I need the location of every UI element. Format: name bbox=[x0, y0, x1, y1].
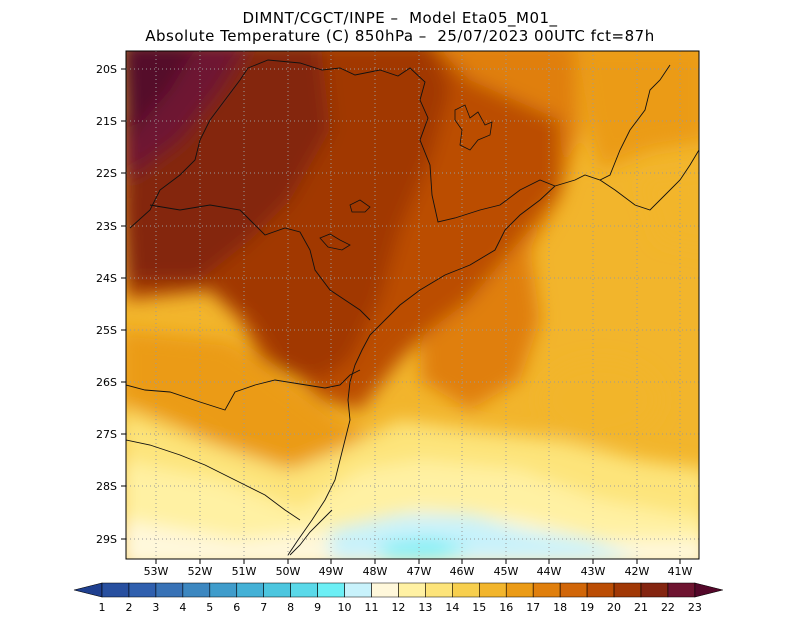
colorbar-swatch bbox=[344, 582, 372, 598]
lon-label: 49W bbox=[319, 565, 344, 578]
map-title-line-2: Absolute Temperature (C) 850hPa – 25/07/… bbox=[145, 27, 655, 45]
dotted-grid bbox=[126, 51, 699, 559]
latitude-labels: 20S 21S 22S 23S 24S 25S 26S 27S 28S 29S bbox=[96, 63, 117, 546]
colorbar-swatch bbox=[452, 582, 480, 598]
map-title-line-1: DIMNT/CGCT/INPE – Model Eta05_M01_ bbox=[242, 9, 558, 27]
lat-label: 21S bbox=[96, 115, 117, 128]
colorbar-label: 22 bbox=[661, 601, 675, 614]
colorbar-swatch bbox=[128, 582, 157, 598]
lon-ticks bbox=[155, 559, 681, 564]
colorbar-swatch bbox=[532, 582, 561, 598]
colorbar-swatch bbox=[209, 582, 238, 598]
colorbar-swatch bbox=[559, 582, 588, 598]
lon-label: 52W bbox=[188, 565, 213, 578]
colorbar-label: 18 bbox=[553, 601, 567, 614]
colorbar-swatch bbox=[290, 582, 318, 598]
colorbar-label: 15 bbox=[472, 601, 486, 614]
colorbar-label: 20 bbox=[607, 601, 621, 614]
colorbar-label: 1 bbox=[99, 601, 106, 614]
colorbar-swatch bbox=[478, 582, 507, 598]
colorbar-label: 21 bbox=[634, 601, 648, 614]
lat-label: 29S bbox=[96, 533, 117, 546]
colorbar-label: 6 bbox=[233, 601, 240, 614]
colorbar-label: 16 bbox=[499, 601, 513, 614]
colorbar-label: 23 bbox=[688, 601, 702, 614]
lat-label: 24S bbox=[96, 272, 117, 285]
lon-label: 41W bbox=[668, 565, 693, 578]
colorbar-label: 2 bbox=[125, 601, 132, 614]
colorbar-swatch bbox=[182, 582, 211, 598]
map-frame bbox=[125, 50, 700, 560]
colorbar-swatch bbox=[613, 582, 642, 598]
lat-label: 22S bbox=[96, 167, 117, 180]
reservoirs bbox=[319, 104, 493, 251]
colorbar-swatch bbox=[263, 582, 291, 598]
colorbar-swatch bbox=[101, 582, 130, 598]
colorbar-labels: 1 2 3 4 5 6 7 8 9 10 11 12 13 14 15 16 17 18 19 20 21 22 23 bbox=[99, 601, 702, 614]
lat-label: 23S bbox=[96, 220, 117, 233]
colorbar-swatch bbox=[425, 582, 453, 598]
colorbar-label: 8 bbox=[287, 601, 294, 614]
colorbar-swatch bbox=[694, 582, 723, 598]
lon-label: 48W bbox=[363, 565, 388, 578]
lat-label: 28S bbox=[96, 480, 117, 493]
lat-label: 26S bbox=[96, 376, 117, 389]
colorbar-swatch bbox=[236, 582, 265, 598]
colorbar-label: 11 bbox=[365, 601, 379, 614]
lon-label: 45W bbox=[494, 565, 519, 578]
colorbar-label: 19 bbox=[580, 601, 594, 614]
colorbar-swatch bbox=[371, 582, 399, 598]
colorbar-swatch bbox=[73, 582, 103, 598]
lon-label: 44W bbox=[537, 565, 562, 578]
longitude-labels: 53W 52W 51W 50W 49W 48W 47W 46W 45W 44W … bbox=[144, 565, 693, 578]
lon-label: 50W bbox=[276, 565, 301, 578]
lat-label: 25S bbox=[96, 324, 117, 337]
colorbar-label: 9 bbox=[314, 601, 321, 614]
temperature-field bbox=[126, 51, 699, 559]
colorbar-swatch bbox=[505, 582, 534, 598]
colorbar-label: 14 bbox=[445, 601, 459, 614]
colorbar-label: 3 bbox=[152, 601, 159, 614]
lat-ticks bbox=[121, 68, 126, 540]
lon-label: 42W bbox=[625, 565, 650, 578]
state-borders bbox=[126, 59, 699, 556]
colorbar-label: 4 bbox=[179, 601, 186, 614]
colorbar-swatch bbox=[317, 582, 345, 598]
colorbar-swatch bbox=[398, 582, 426, 598]
colorbar-label: 5 bbox=[206, 601, 213, 614]
lon-label: 51W bbox=[232, 565, 257, 578]
colorbar-swatch bbox=[640, 582, 669, 598]
lon-label: 43W bbox=[581, 565, 606, 578]
colorbar-label: 13 bbox=[418, 601, 432, 614]
colorbar bbox=[73, 582, 723, 598]
lon-label: 53W bbox=[144, 565, 169, 578]
lat-label: 20S bbox=[96, 63, 117, 76]
lat-label: 27S bbox=[96, 428, 117, 441]
colorbar-label: 12 bbox=[391, 601, 405, 614]
colorbar-label: 17 bbox=[526, 601, 540, 614]
colorbar-swatch bbox=[667, 582, 696, 598]
lon-label: 46W bbox=[450, 565, 475, 578]
colorbar-label: 10 bbox=[338, 601, 352, 614]
colorbar-swatch bbox=[586, 582, 615, 598]
colorbar-label: 7 bbox=[260, 601, 267, 614]
lon-label: 47W bbox=[407, 565, 432, 578]
colorbar-swatch bbox=[155, 582, 184, 598]
